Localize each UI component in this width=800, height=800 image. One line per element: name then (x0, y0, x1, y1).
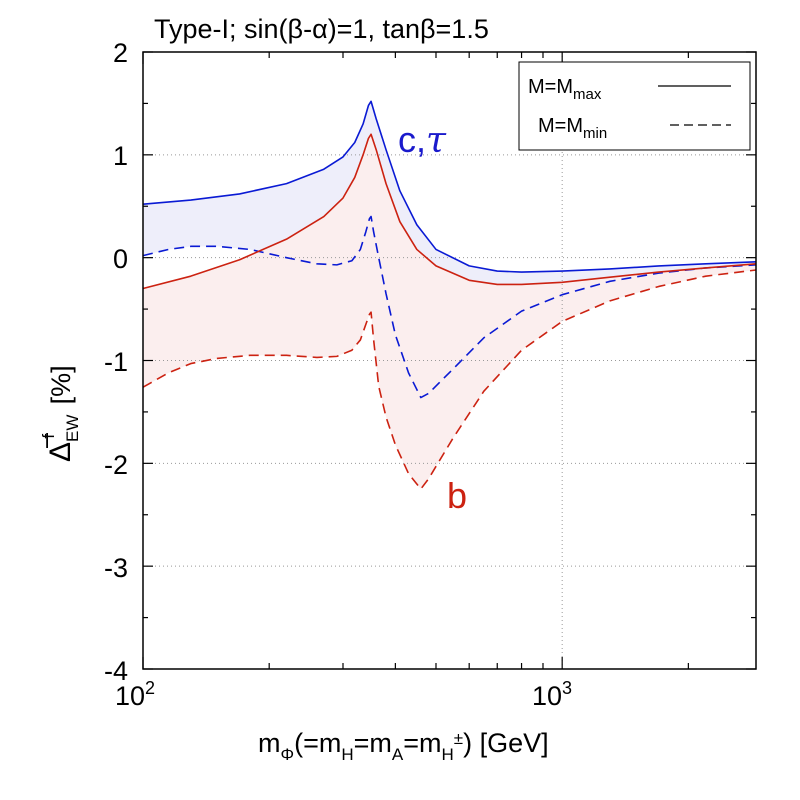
legend-label-max: M=Mmax (528, 76, 602, 103)
x-tick-label: 102 (115, 678, 155, 711)
y-tick-label: 0 (113, 244, 128, 274)
y-tick-label: 1 (113, 141, 128, 171)
legend-label-min: M=Mmin (538, 115, 607, 142)
plot-frame (142, 51, 757, 670)
curve-b-solid (142, 133, 757, 290)
y-tick-label: -1 (104, 347, 128, 377)
y-tick-label: -2 (104, 450, 128, 480)
y-tick-labels: -4 -3 -2 -1 0 1 2 (104, 38, 128, 686)
curve-label-c-tau: c,τ (398, 119, 447, 161)
y-axis-label: ΔEWf [%] (39, 365, 82, 462)
band-b (143, 134, 756, 490)
y-tick-label: -4 (104, 656, 128, 686)
legend-box (518, 61, 751, 151)
grid-lines (143, 52, 756, 669)
curve-c-tau-dashed (142, 215, 757, 399)
uncertainty-bands (143, 101, 756, 490)
curve-label-b: b (447, 475, 467, 516)
x-axis-label: mΦ(=mH=mA=mH±) [GeV] (258, 728, 549, 764)
curves (142, 100, 757, 490)
x-tick-label: 103 (532, 678, 572, 711)
curve-c-tau-solid (142, 100, 757, 273)
chart-title: Type-I; sin(β-α)=1, tanβ=1.5 (154, 14, 489, 44)
y-tick-label: -3 (104, 553, 128, 583)
y-tick-label: 2 (113, 38, 128, 68)
legend: M=Mmax M=Mmin (518, 61, 751, 151)
y-axis-label-bar: – (30, 433, 60, 448)
curve-b-dashed (142, 269, 757, 490)
x-tick-labels: 102 103 (115, 678, 572, 711)
